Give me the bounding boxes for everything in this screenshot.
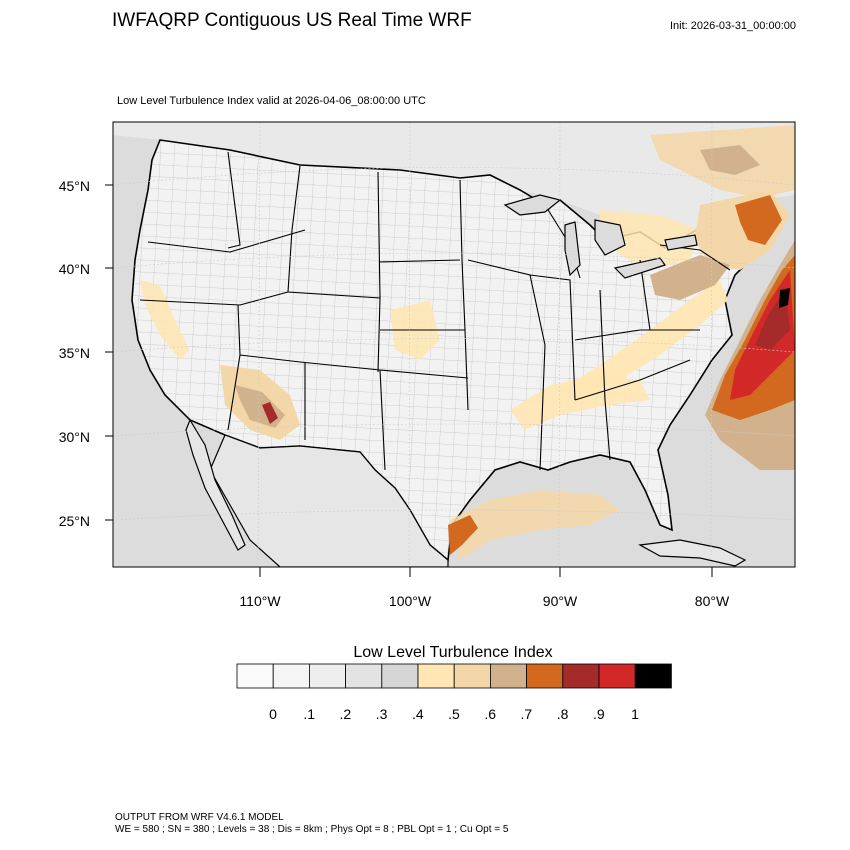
lon-label-80w: 80°W: [695, 593, 730, 609]
legend-swatch-6: [453, 663, 491, 689]
lake-huron: [594, 219, 626, 256]
legend-tick-label-3: .3: [376, 706, 388, 722]
legend-tick-label-8: .8: [557, 706, 569, 722]
graticule: [113, 122, 795, 567]
new-england-core: [735, 195, 782, 245]
lake-superior: [503, 194, 562, 216]
baja-california: [185, 418, 246, 551]
hudson-region-core: [700, 145, 760, 175]
lake-michigan: [564, 221, 581, 277]
lon-label-110w: 110°W: [239, 593, 281, 609]
footer-info: OUTPUT FROM WRF V4.6.1 MODEL WE = 580 ; …: [115, 812, 508, 836]
legend-tick-label-6: .6: [484, 706, 496, 722]
lon-label-90w: 90°W: [543, 593, 578, 609]
cuba-island: [638, 539, 747, 567]
great-lakes: [503, 194, 698, 279]
legend-swatch-0: [236, 663, 274, 689]
lake-ontario: [664, 234, 698, 251]
legend-tick-label-0: 0: [269, 706, 277, 722]
legend-swatch-5: [417, 663, 455, 689]
init-time-label: Init: 2026-03-31_00:00:00: [670, 20, 796, 32]
legend-swatch-2: [308, 663, 346, 689]
legend-swatch-4: [381, 663, 419, 689]
legend-tick-label-2: .2: [340, 706, 352, 722]
legend-swatch-1: [272, 663, 310, 689]
legend-swatch-9: [562, 663, 600, 689]
california-coast: [140, 280, 190, 360]
legend-tick-label-1: .1: [303, 706, 315, 722]
arizona-hotspot: [262, 402, 278, 424]
footer-line-model: OUTPUT FROM WRF V4.6.1 MODEL: [115, 812, 284, 823]
map-subtitle: Low Level Turbulence Index valid at 2026…: [117, 95, 426, 107]
map-frame: [112, 121, 796, 568]
turbulence-shading: [140, 125, 795, 560]
outer-banks-core: [779, 288, 790, 308]
legend-tick-label-5: .5: [448, 706, 460, 722]
lake-erie: [613, 257, 666, 279]
axis-ticks: [105, 184, 713, 577]
legend-tick-label-4: .4: [412, 706, 424, 722]
main-title: IWFAQRP Contiguous US Real Time WRF: [112, 10, 472, 31]
legend-swatch-3: [345, 663, 383, 689]
great-lakes-shading: [600, 210, 700, 270]
lat-label-30: 30°N: [59, 429, 90, 445]
lon-label-100w: 100°W: [389, 593, 432, 609]
appalachian-core: [650, 255, 730, 300]
gulf-texas-core: [448, 515, 478, 555]
map-area: [113, 122, 795, 567]
legend-tick-label-10: 1: [631, 706, 639, 722]
legend-swatch-8: [526, 663, 564, 689]
appalachian-band: [560, 280, 728, 400]
legend-tick-label-9: .9: [593, 706, 605, 722]
gulf-coast-band: [510, 375, 650, 430]
legend-colorbar: [236, 663, 672, 689]
legend-swatch-11: [634, 663, 672, 689]
lat-label-40: 40°N: [59, 261, 90, 277]
lat-label-25: 25°N: [59, 513, 90, 529]
legend-tick-labels: 0 .1 .2 .3 .4 .5 .6 .7 .8 .9 1: [269, 706, 639, 722]
lat-label-35: 35°N: [59, 345, 90, 361]
footer-line-config: WE = 580 ; SN = 380 ; Levels = 38 ; Dis …: [115, 824, 509, 835]
gulf-shading: [450, 490, 620, 560]
legend-swatch-7: [489, 663, 527, 689]
legend-swatch-10: [598, 663, 636, 689]
lat-label-45: 45°N: [59, 178, 90, 194]
legend-title: Low Level Turbulence Index: [353, 644, 553, 661]
legend-tick-label-7: .7: [521, 706, 533, 722]
